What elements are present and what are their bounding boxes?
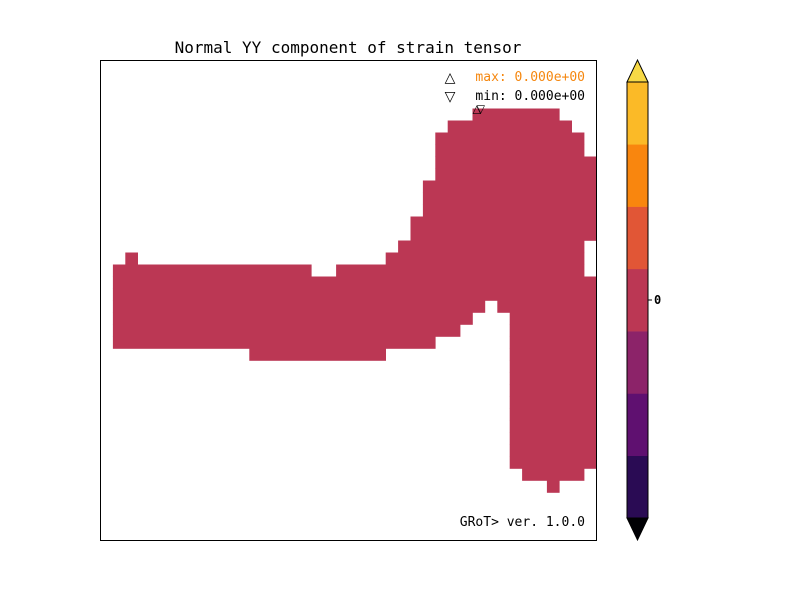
- plot-frame: [100, 60, 597, 541]
- field-cell-span: [509, 372, 597, 385]
- legend: △ max: 0.000e+00 ▽ min: 0.000e+00: [445, 70, 585, 105]
- field-cell-span: [435, 156, 597, 169]
- field-cell-span: [435, 168, 597, 181]
- field-cell-span: [112, 300, 486, 313]
- field-cell-span: [398, 240, 585, 253]
- min-legend-icon: ▽: [445, 89, 456, 105]
- field-cell-span: [447, 120, 572, 133]
- plot-area: [100, 60, 597, 541]
- field-cell-span: [522, 468, 585, 481]
- field-cell-span: [112, 288, 597, 301]
- min-legend-label: min: 0.000e+00: [475, 89, 585, 104]
- field-cell-span: [509, 312, 597, 325]
- field-cell-span: [497, 300, 597, 313]
- field-cell-span: [435, 144, 585, 157]
- field-cell-span: [112, 336, 436, 349]
- field-cell-span: [509, 456, 597, 469]
- field-cell-span: [509, 324, 597, 337]
- max-legend-label: max: 0.000e+00: [475, 70, 585, 85]
- field-cell-span: [509, 396, 597, 409]
- field-cell-span: [509, 360, 597, 373]
- field-cell-span: [410, 216, 597, 229]
- field-cell-span: [422, 180, 597, 193]
- field-cell-span: [509, 432, 597, 445]
- version-text: GRoT> ver. 1.0.0: [460, 515, 585, 530]
- field-cell-span: [509, 408, 597, 421]
- field-cell-span: [472, 108, 560, 121]
- field-cell-span: [112, 312, 473, 325]
- field-cell-span: [509, 420, 597, 433]
- field-cell-span: [336, 264, 585, 277]
- colorbar-segment: [627, 455, 648, 519]
- max-marker-icon: △: [472, 103, 481, 116]
- colorbar-tick-label: 0: [654, 293, 661, 307]
- field-cell-span: [509, 384, 597, 397]
- field-cell-span: [112, 324, 461, 337]
- colorbar-segments: [627, 82, 648, 519]
- field-cell-span: [509, 444, 597, 457]
- field-cell-span: [112, 264, 312, 277]
- field-cell-span: [410, 228, 597, 241]
- colorbar-segment: [627, 268, 648, 332]
- colorbar-max-extension: [626, 58, 649, 83]
- field-cell-span: [435, 132, 585, 145]
- colorbar-min-extension: [626, 517, 649, 542]
- max-legend-icon: △: [445, 70, 456, 86]
- colorbar: 0: [626, 58, 661, 542]
- min-marker-icon: ▽: [476, 103, 485, 116]
- field-cell-span: [112, 276, 597, 289]
- chart-title: Normal YY component of strain tensor: [175, 38, 522, 57]
- field-cell-span: [509, 348, 597, 361]
- field-cell-span: [546, 480, 560, 493]
- colorbar-segment: [627, 144, 648, 207]
- colorbar-segment: [627, 82, 648, 145]
- field-cell-span: [385, 252, 585, 265]
- field-cell-span: [249, 348, 386, 361]
- field-cell-span: [125, 252, 138, 265]
- colorbar-segment: [627, 331, 648, 394]
- strain-field: [112, 108, 597, 493]
- field-cell-span: [509, 336, 597, 349]
- field-cell-span: [422, 204, 597, 217]
- colorbar-segment: [627, 206, 648, 270]
- field-cell-span: [422, 192, 597, 205]
- colorbar-ticks: 0: [648, 293, 661, 307]
- colorbar-segment: [627, 393, 648, 457]
